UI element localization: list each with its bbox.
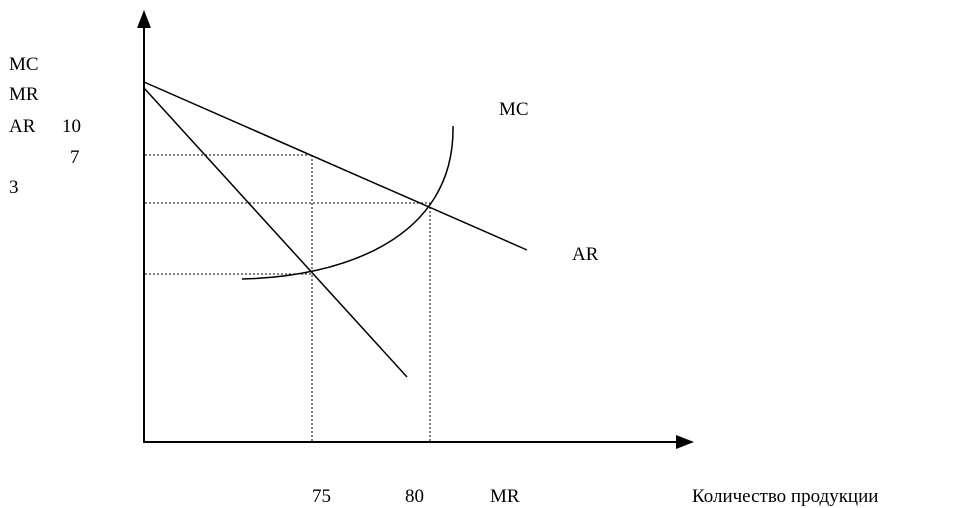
y-axis-label-ar: AR — [9, 116, 36, 137]
y-value-10: 10 — [62, 116, 81, 137]
x-axis-title: Количество продукции — [692, 486, 879, 507]
dotted-guides — [145, 154, 431, 442]
mc-curve — [241, 125, 454, 280]
x-axis-arrowhead — [676, 435, 694, 449]
ar-curve-label: AR — [572, 244, 599, 265]
ar-line — [143, 81, 528, 251]
mr-line — [143, 87, 408, 378]
y-axis-label-mc: MC — [9, 54, 39, 75]
y-value-7: 7 — [70, 147, 80, 168]
x-value-80: 80 — [405, 486, 424, 507]
y-axis-arrowhead — [137, 10, 151, 28]
x-value-75: 75 — [312, 486, 331, 507]
x-axis-label-mr: MR — [490, 486, 520, 507]
mc-curve-label: MC — [499, 99, 529, 120]
y-value-3: 3 — [9, 177, 19, 198]
y-axis-label-mr: MR — [9, 84, 39, 105]
